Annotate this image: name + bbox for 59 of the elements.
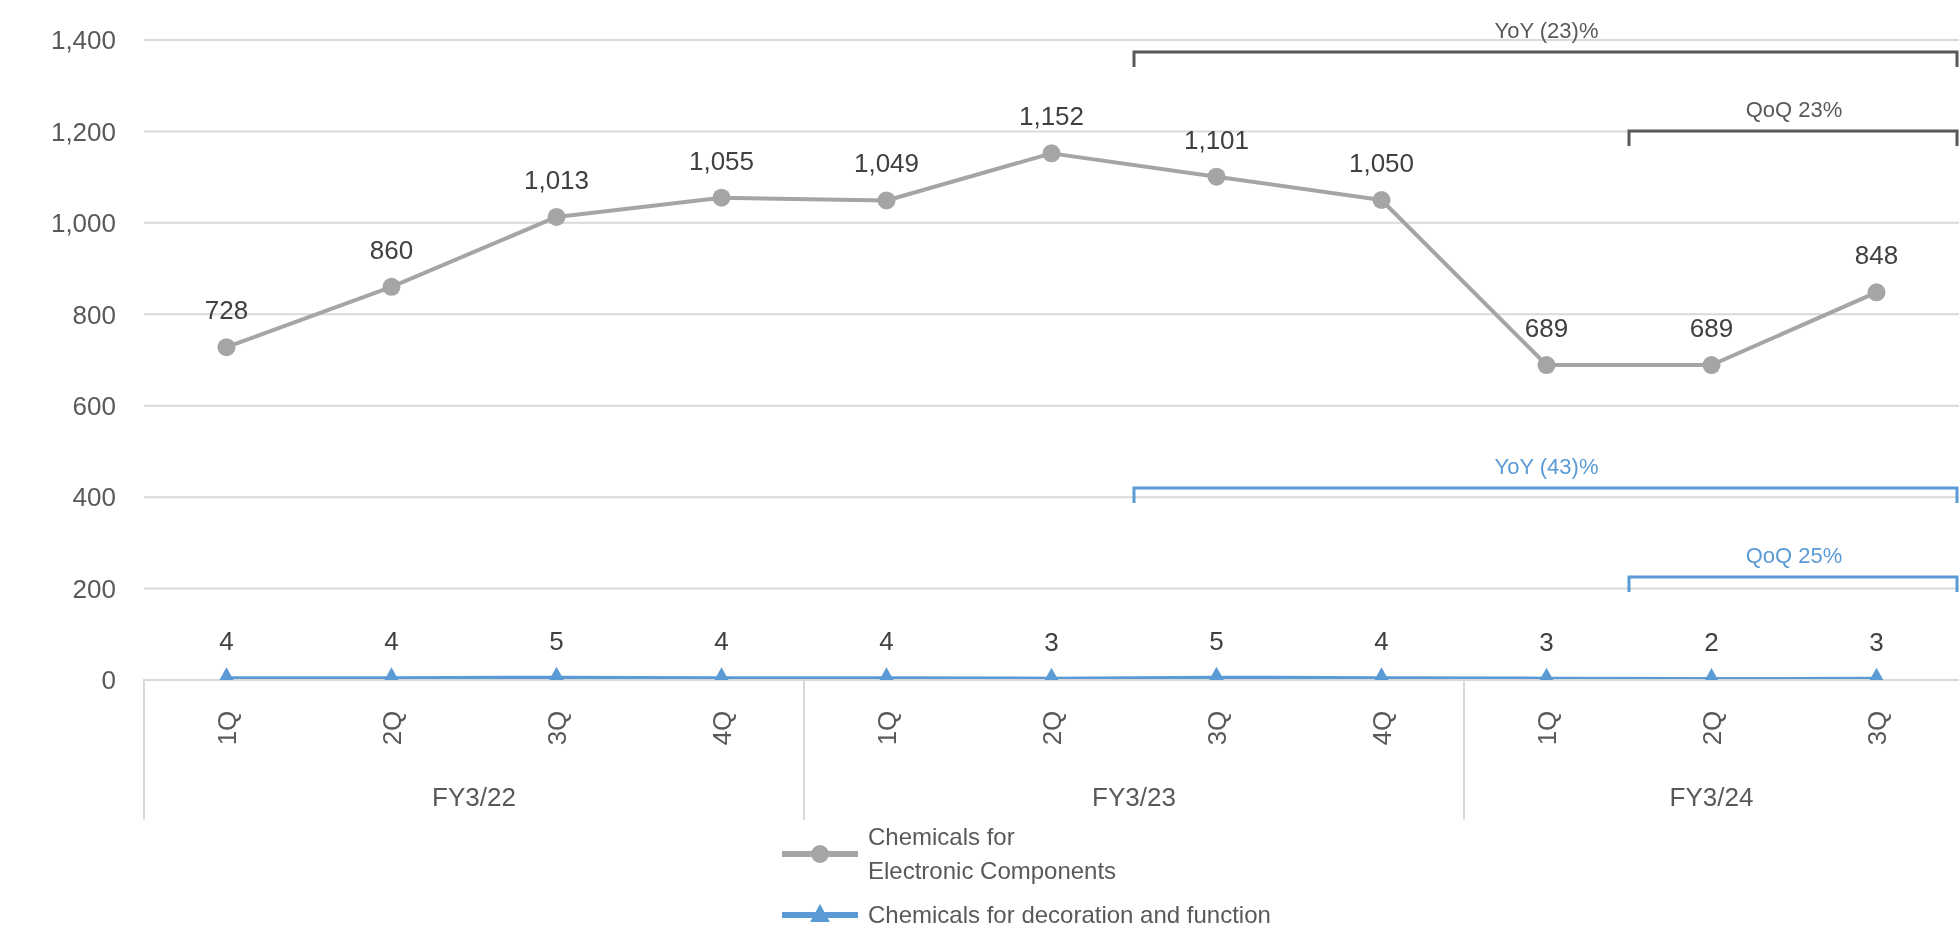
point: [1867, 283, 1886, 302]
annotation: YoY (23)%: [1494, 18, 1599, 43]
annotation: QoQ 23%: [1745, 97, 1843, 122]
data-label: 1,152: [1018, 101, 1085, 132]
data-label: 3: [1869, 626, 1884, 657]
data-label: 4: [879, 626, 894, 657]
data-label: 1,055: [688, 145, 755, 176]
point: [382, 277, 401, 296]
data-label: 4: [714, 626, 729, 657]
y-tick-label: 1,400: [50, 25, 116, 56]
y-tick-label: 1,200: [50, 116, 116, 147]
y-tick-label: 0: [101, 665, 116, 696]
data-label: 1,013: [523, 164, 590, 195]
x-tick-label: 3Q: [1861, 710, 1892, 746]
text: FY3/24: [1669, 782, 1754, 812]
data-label: 2: [1704, 627, 1719, 658]
data-label: 689: [1524, 313, 1569, 344]
data-label: 848: [1854, 240, 1899, 271]
data-label: 689: [1689, 313, 1734, 344]
x-tick-label: 3Q: [1201, 710, 1232, 746]
data-label: 1,050: [1348, 148, 1415, 178]
point: [1372, 191, 1391, 209]
y-tick-label: 800: [72, 299, 116, 330]
y-tick-label: 200: [72, 573, 116, 604]
data-label: 5: [1209, 625, 1224, 656]
point: [1042, 144, 1061, 163]
x-tick-label: 1Q: [211, 710, 242, 746]
annotation: QoQ 25%: [1745, 543, 1843, 568]
y-tick-label: 1,000: [50, 208, 116, 239]
data-label: 860: [369, 234, 414, 265]
data-label: 3: [1044, 626, 1059, 657]
x-tick-label: 2Q: [1696, 710, 1727, 746]
point: [1207, 167, 1226, 186]
data-label: 4: [384, 626, 399, 657]
legend-label: Chemicals for Electronic Components: [868, 822, 1117, 886]
data-label: 1,049: [853, 148, 920, 179]
text: FY3/23: [1092, 782, 1176, 812]
x-tick-label: 4Q: [706, 710, 737, 746]
x-tick-label: 3Q: [541, 710, 572, 746]
y-tick-label: 600: [72, 390, 116, 421]
x-tick-label: 2Q: [1036, 710, 1067, 746]
data-label: 4: [1374, 626, 1389, 657]
point: [547, 207, 566, 226]
annotation: YoY (43)%: [1494, 454, 1599, 479]
x-tick-label: 1Q: [1531, 710, 1562, 746]
legend-label: Chemicals for decoration and function: [868, 900, 1271, 930]
point: [877, 191, 896, 210]
point: [712, 188, 731, 207]
x-tick-label: 1Q: [871, 710, 902, 746]
data-label: 1,101: [1183, 124, 1250, 155]
x-tick-label: 2Q: [376, 710, 407, 746]
data-label: 5: [549, 625, 564, 656]
point: [217, 338, 236, 357]
y-tick-label: 400: [72, 482, 116, 513]
data-label: 728: [204, 295, 249, 326]
data-label: 4: [219, 626, 234, 657]
text: FY3/22: [432, 782, 516, 812]
data-label: 3: [1539, 626, 1554, 657]
x-tick-label: 4Q: [1366, 710, 1397, 746]
